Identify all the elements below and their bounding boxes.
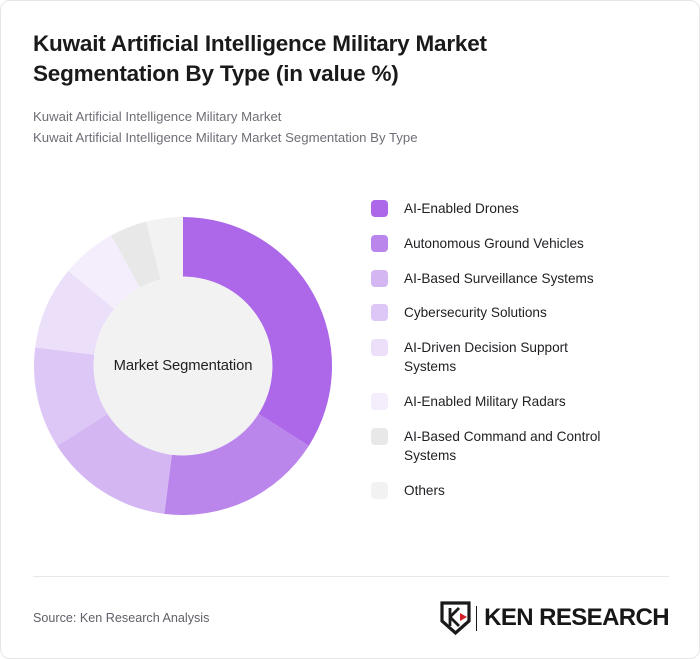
legend-item[interactable]: Others [371,481,683,500]
brand-separator [475,605,478,631]
legend-item-label: AI-Enabled Military Radars [404,394,566,410]
card-footer: Source: Ken Research Analysis KEN RESEAR… [1,576,699,658]
donut-hole [93,276,273,456]
legend-color-swatch [371,304,388,322]
donut-segment[interactable] [183,217,332,446]
legend-item-label: Others [404,483,445,499]
legend-color-swatch [371,234,388,252]
legend-item[interactable]: Autonomous Ground Vehicles [371,234,683,253]
donut-chart-container: Market Segmentation [1,171,371,566]
legend-item[interactable]: AI-Based Surveillance Systems [371,269,683,288]
subtitle-group: Kuwait Artificial Intelligence Military … [33,106,667,149]
footer-divider [33,576,669,577]
legend-item-label: AI-Based Command and Control Systems [404,429,601,464]
legend-color-swatch [371,482,388,500]
legend-color-swatch [371,428,388,446]
legend-item[interactable]: AI-Driven Decision Support Systems [371,338,683,377]
brand-logo: KEN RESEARCH [439,601,670,635]
donut-segment[interactable] [145,217,183,280]
breadcrumb-level-2: Kuwait Artificial Intelligence Military … [33,130,418,146]
brand-text: KEN RESEARCH [484,604,669,631]
donut-segment[interactable] [35,271,115,355]
legend-item-label: AI-Driven Decision Support Systems [404,340,568,375]
legend-item[interactable]: AI-Enabled Military Radars [371,392,683,411]
chart-body: Market Segmentation AI-Enabled Drones Aut… [1,171,699,566]
legend-color-swatch [371,339,388,357]
legend-item-label: AI-Based Surveillance Systems [404,270,594,286]
legend-color-swatch [371,269,388,287]
donut-chart [34,217,332,515]
ken-research-shield-icon [439,601,471,635]
legend-item-label: AI-Enabled Drones [404,201,519,216]
legend-color-swatch [371,200,388,217]
chart-legend: AI-Enabled Drones Autonomous Ground Vehic… [371,171,699,516]
donut-segment[interactable] [164,413,309,515]
legend-item[interactable]: AI-Based Command and Control Systems [371,427,683,466]
donut-segment[interactable] [57,413,172,514]
legend-item[interactable]: AI-Enabled Drones [371,199,683,218]
donut-segment[interactable] [68,235,140,310]
source-note: Source: Ken Research Analysis [33,611,210,625]
page-title: Kuwait Artificial Intelligence Military … [33,31,487,86]
legend-item[interactable]: Cybersecurity Solutions [371,303,683,322]
breadcrumb-level-1: Kuwait Artificial Intelligence Military … [33,108,282,124]
card-header: Kuwait Artificial Intelligence Military … [1,1,699,149]
legend-item-label: Autonomous Ground Vehicles [404,235,584,251]
legend-color-swatch [371,393,388,411]
donut-segment[interactable] [34,347,108,446]
legend-item-label: Cybersecurity Solutions [404,305,547,321]
donut-segment[interactable] [111,221,161,288]
